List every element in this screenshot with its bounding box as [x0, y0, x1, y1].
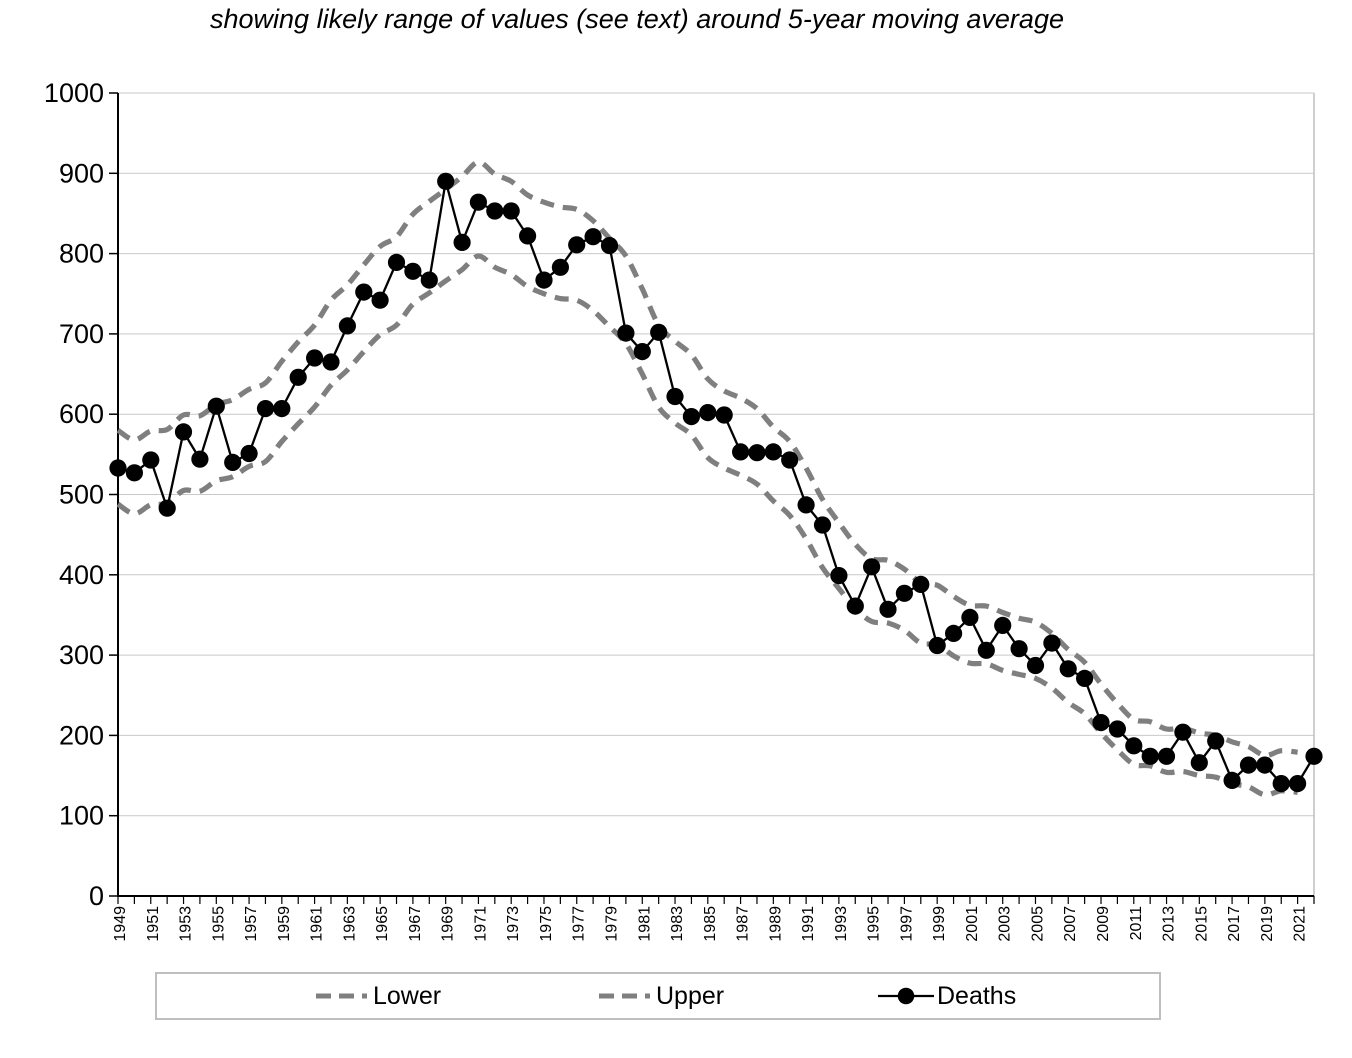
- svg-text:1971: 1971: [472, 906, 489, 942]
- svg-text:2021: 2021: [1292, 906, 1309, 942]
- svg-text:2001: 2001: [964, 906, 981, 942]
- svg-text:2003: 2003: [997, 906, 1014, 942]
- deaths-line-swatch-icon: [878, 987, 934, 1005]
- chart-title: showing likely range of values (see text…: [210, 4, 1064, 34]
- svg-text:2019: 2019: [1259, 906, 1276, 942]
- svg-text:700: 700: [59, 319, 104, 349]
- svg-text:1967: 1967: [407, 906, 424, 942]
- svg-text:900: 900: [59, 158, 104, 188]
- svg-text:1969: 1969: [440, 906, 457, 942]
- svg-text:1953: 1953: [178, 906, 195, 942]
- svg-text:2007: 2007: [1062, 906, 1079, 942]
- svg-text:400: 400: [59, 560, 104, 590]
- svg-text:1983: 1983: [669, 906, 686, 942]
- svg-text:300: 300: [59, 640, 104, 670]
- svg-text:1965: 1965: [374, 906, 391, 942]
- svg-text:2017: 2017: [1226, 906, 1243, 942]
- legend-label-deaths: Deaths: [937, 981, 1017, 1010]
- svg-text:1985: 1985: [702, 906, 719, 942]
- svg-text:2015: 2015: [1193, 906, 1210, 942]
- lower-band-line: [116, 253, 1298, 798]
- svg-text:1987: 1987: [735, 906, 752, 942]
- svg-text:2009: 2009: [1095, 906, 1112, 942]
- svg-text:1000: 1000: [44, 78, 104, 108]
- svg-text:1955: 1955: [210, 906, 227, 942]
- legend-entry-lower: Lower: [315, 974, 441, 1018]
- lower-dash-swatch-icon: [316, 993, 370, 999]
- svg-text:1997: 1997: [898, 906, 915, 942]
- svg-text:1949: 1949: [112, 906, 129, 942]
- x-axis-labels: 1949 1951 1953 1955 1957 1959 1961 1963 1965 1967…: [112, 906, 1309, 942]
- svg-text:200: 200: [59, 720, 104, 750]
- svg-text:1963: 1963: [341, 906, 358, 942]
- svg-text:800: 800: [59, 239, 104, 269]
- svg-text:1961: 1961: [309, 906, 326, 942]
- x-axis-ticks: [117, 896, 1315, 904]
- svg-text:1959: 1959: [276, 906, 293, 942]
- svg-text:1981: 1981: [636, 906, 653, 942]
- svg-text:1993: 1993: [833, 906, 850, 942]
- svg-text:1995: 1995: [866, 906, 883, 942]
- svg-text:1975: 1975: [538, 906, 555, 942]
- svg-text:500: 500: [59, 480, 104, 510]
- svg-text:0: 0: [89, 881, 104, 911]
- svg-text:1991: 1991: [800, 906, 817, 942]
- svg-text:100: 100: [59, 801, 104, 831]
- svg-text:2013: 2013: [1161, 906, 1178, 942]
- svg-text:1951: 1951: [145, 906, 162, 942]
- upper-dash-swatch-icon: [599, 993, 653, 999]
- gridlines: [118, 92, 1314, 817]
- svg-text:2005: 2005: [1030, 906, 1047, 942]
- y-axis-ticks: [109, 92, 118, 897]
- legend-entry-upper: Upper: [598, 974, 724, 1018]
- svg-text:1973: 1973: [505, 906, 522, 942]
- legend-label-upper: Upper: [656, 981, 725, 1010]
- deaths-markers: [109, 172, 1323, 793]
- svg-text:1977: 1977: [571, 906, 588, 942]
- svg-text:1979: 1979: [604, 906, 621, 942]
- svg-text:1999: 1999: [931, 906, 948, 942]
- svg-text:2011: 2011: [1128, 906, 1145, 941]
- legend: Lower Upper Deaths: [155, 972, 1161, 1020]
- upper-band-line: [116, 159, 1298, 759]
- svg-text:1957: 1957: [243, 906, 260, 942]
- deaths-line: [117, 181, 1315, 785]
- legend-label-lower: Lower: [373, 981, 442, 1010]
- svg-text:600: 600: [59, 399, 104, 429]
- svg-text:1989: 1989: [767, 906, 784, 942]
- legend-entry-deaths: Deaths: [877, 974, 1016, 1018]
- y-axis-labels: 0 100 200 300 400 500 600 700 800 900 1000: [44, 78, 104, 911]
